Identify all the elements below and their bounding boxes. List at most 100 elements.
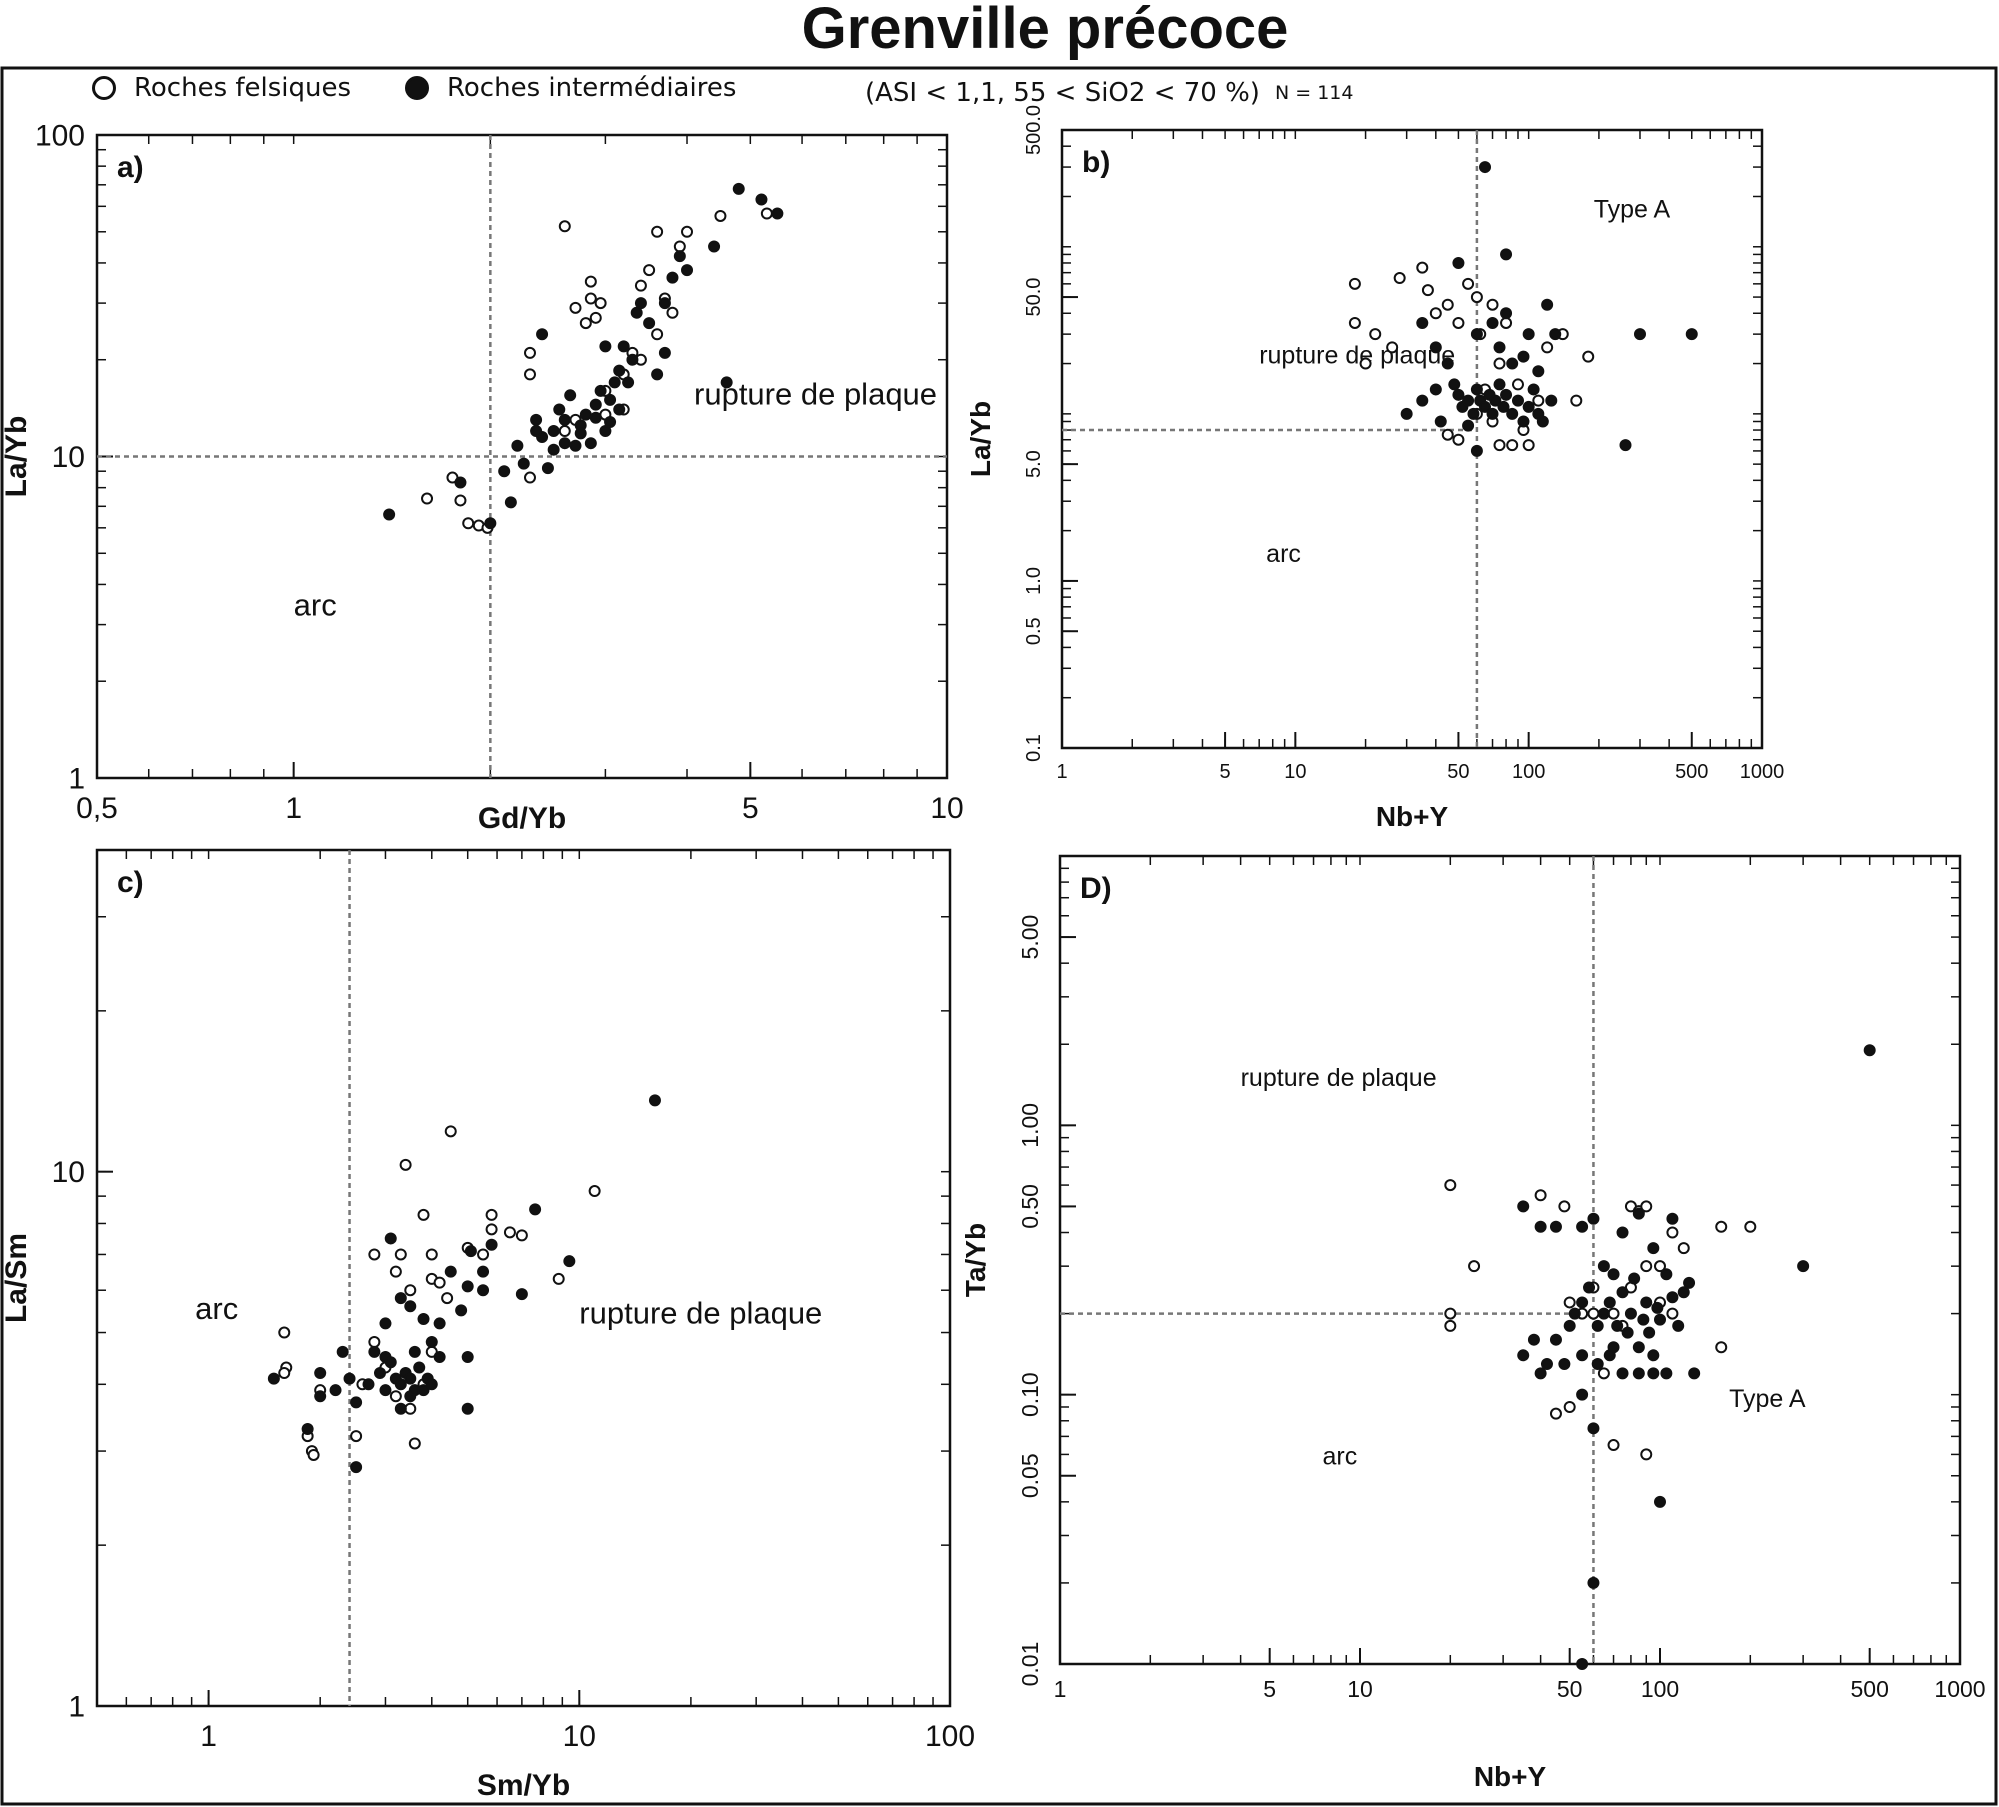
data-point-intermediate — [1500, 307, 1513, 320]
data-point-felsic — [579, 317, 592, 330]
data-point-felsic — [1486, 298, 1499, 311]
data-point-intermediate — [350, 1396, 363, 1409]
region-label: rupture de plaque — [1259, 342, 1455, 370]
data-point-felsic — [368, 1336, 381, 1349]
data-point-intermediate — [314, 1390, 327, 1403]
panel-label: a) — [117, 151, 144, 184]
y-tick-label: 0.05 — [1017, 1453, 1043, 1498]
data-point-intermediate — [1517, 415, 1530, 428]
data-point-felsic — [643, 264, 656, 277]
data-point-intermediate — [1500, 388, 1513, 401]
data-point-intermediate — [1470, 328, 1483, 341]
data-point-felsic — [1462, 277, 1475, 290]
y-axis-label: La/Sm — [0, 1233, 33, 1323]
data-point-intermediate — [517, 457, 530, 470]
data-point-intermediate — [1541, 298, 1554, 311]
data-point-intermediate — [1633, 328, 1646, 341]
data-point-intermediate — [1479, 400, 1492, 413]
data-point-intermediate — [394, 1292, 407, 1305]
data-point-felsic — [477, 1248, 490, 1261]
data-point-intermediate — [515, 1288, 528, 1301]
data-point-intermediate — [1576, 1296, 1589, 1309]
data-point-felsic — [523, 471, 536, 484]
data-point-felsic — [503, 1226, 516, 1239]
data-point-intermediate — [1441, 357, 1454, 370]
data-point-felsic — [651, 328, 664, 341]
data-point-intermediate — [461, 1280, 474, 1293]
data-point-felsic — [1452, 433, 1465, 446]
data-point-felsic — [1441, 428, 1454, 441]
data-point-intermediate — [1549, 1333, 1562, 1346]
data-point-felsic — [558, 220, 571, 233]
data-point-intermediate — [622, 376, 635, 389]
data-point-intermediate — [1583, 1281, 1596, 1294]
y-tick-label: 0.1 — [1023, 734, 1045, 762]
data-point-intermediate — [558, 413, 571, 426]
data-point-felsic — [1587, 1307, 1600, 1320]
y-tick-label: 50.0 — [1023, 278, 1045, 317]
data-point-intermediate — [498, 465, 511, 478]
data-point-felsic — [1393, 272, 1406, 285]
data-point-felsic — [1493, 357, 1506, 370]
data-point-intermediate — [301, 1422, 314, 1435]
data-point-intermediate — [584, 437, 597, 450]
data-point-intermediate — [1534, 1220, 1547, 1233]
data-point-intermediate — [599, 425, 612, 438]
data-point-intermediate — [1493, 341, 1506, 354]
data-point-intermediate — [1672, 1319, 1685, 1332]
data-point-intermediate — [755, 193, 768, 206]
x-tick-label: 5 — [1220, 761, 1231, 783]
data-point-intermediate — [626, 353, 639, 366]
data-point-intermediate — [1527, 383, 1540, 396]
data-point-intermediate — [329, 1384, 342, 1397]
chart-panel-2: 1 5 10 50 100 500 1000 0.1 0.5 1.0 5.0 50.0 500.0 Nb+… — [965, 105, 1784, 832]
data-point-felsic — [1715, 1220, 1728, 1233]
data-point-intermediate — [1470, 444, 1483, 457]
data-point-intermediate — [350, 1461, 363, 1474]
data-point-felsic — [523, 346, 536, 359]
x-tick-label: 1 — [285, 792, 302, 825]
x-tick-label: 1000 — [1934, 1676, 1985, 1702]
data-point-felsic — [1386, 341, 1399, 354]
data-point-felsic — [1470, 291, 1483, 304]
data-point-intermediate — [461, 1402, 474, 1415]
y-tick-label: 1.00 — [1017, 1103, 1043, 1148]
data-point-intermediate — [1660, 1268, 1673, 1281]
data-point-felsic — [515, 1229, 528, 1242]
data-point-intermediate — [425, 1336, 438, 1349]
data-point-felsic — [584, 292, 597, 305]
data-point-intermediate — [1452, 256, 1465, 269]
data-point-felsic — [1677, 1242, 1690, 1255]
data-point-felsic — [441, 1292, 454, 1305]
data-point-intermediate — [708, 240, 721, 253]
data-point-intermediate — [1654, 1495, 1666, 1508]
data-point-felsic — [1744, 1220, 1757, 1233]
data-point-intermediate — [408, 1345, 421, 1358]
data-point-felsic — [569, 301, 582, 314]
data-point-intermediate — [563, 1255, 576, 1268]
data-point-felsic — [417, 1208, 430, 1221]
data-point-felsic — [552, 1272, 565, 1285]
data-point-felsic — [1607, 1307, 1620, 1320]
data-point-intermediate — [1452, 388, 1465, 401]
data-point-felsic — [1468, 1260, 1481, 1273]
data-point-felsic — [589, 311, 602, 324]
data-point-felsic — [1506, 439, 1519, 452]
data-point-felsic — [485, 1223, 498, 1236]
data-point-intermediate — [384, 1356, 397, 1369]
data-point-intermediate — [1603, 1296, 1616, 1309]
data-point-intermediate — [1640, 1296, 1653, 1309]
data-point-intermediate — [455, 1304, 468, 1317]
data-point-intermediate — [589, 411, 602, 424]
data-point-felsic — [307, 1448, 320, 1461]
y-tick-label: 10 — [52, 1156, 85, 1189]
data-point-intermediate — [1591, 1357, 1604, 1370]
data-point-intermediate — [1637, 1313, 1650, 1326]
data-point-felsic — [1563, 1296, 1576, 1309]
data-point-intermediate — [504, 496, 517, 509]
region-label: arc — [195, 1291, 238, 1326]
data-point-intermediate — [1666, 1291, 1679, 1304]
panel-label: b) — [1082, 146, 1110, 179]
x-tick-label: 50 — [1447, 761, 1469, 783]
chart-panel-3: 1 10 100 1 10 Sm/Yb La/Sm c) arc rupture de plaqu… — [0, 848, 975, 1802]
